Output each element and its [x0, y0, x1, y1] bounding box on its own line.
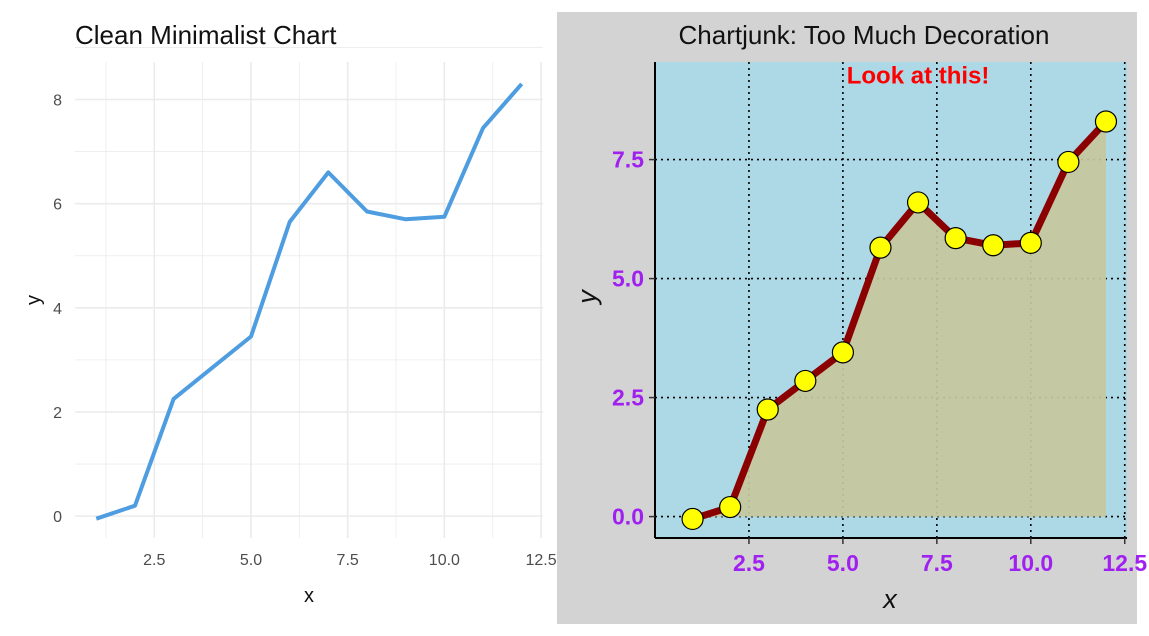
clean-x-tick-label: 12.5 [525, 552, 556, 569]
chartjunk-y-tick-label: 0.0 [612, 504, 644, 530]
chartjunk-series-line [689, 118, 1110, 523]
chartjunk-chart: Chartjunk: Too Much Decoration 2.5 5.0 7.5… [557, 12, 1147, 624]
chartjunk-chart-title: Chartjunk: Too Much Decoration [679, 20, 1050, 50]
clean-chart-series [95, 82, 524, 521]
clean-chart: Clean Minimalist Chart 2.5 5.0 7.5 10.0 12.5… [23, 20, 557, 607]
chartjunk-axis-lines [649, 62, 1127, 544]
clean-chart-grid [75, 47, 543, 538]
clean-chart-x-axis-label: x [304, 585, 314, 607]
chartjunk-y-tick-label: 5.0 [612, 266, 644, 292]
chartjunk-x-tick-label: 10.0 [1008, 550, 1053, 576]
chartjunk-chart-points [681, 110, 1118, 531]
clean-chart-y-tick-labels: 0 2 4 6 8 [53, 92, 62, 526]
chartjunk-chart-series [689, 118, 1110, 523]
chartjunk-data-point [869, 236, 892, 259]
clean-chart-y-axis-label: y [23, 295, 45, 305]
chartjunk-y-axis-label: y [572, 289, 602, 306]
clean-x-tick-label: 7.5 [337, 552, 359, 569]
chartjunk-x-axis-label: x [881, 584, 898, 614]
clean-y-tick-label: 4 [53, 301, 62, 318]
chartjunk-x-tick-label: 2.5 [733, 550, 765, 576]
chartjunk-data-point [831, 341, 854, 364]
clean-y-tick-label: 2 [53, 405, 62, 422]
chartjunk-x-tick-label: 7.5 [921, 550, 953, 576]
clean-y-tick-label: 6 [53, 197, 62, 214]
clean-series-line [95, 82, 524, 521]
clean-chart-x-tick-labels: 2.5 5.0 7.5 10.0 12.5 [143, 552, 557, 569]
clean-x-tick-label: 10.0 [429, 552, 460, 569]
chartjunk-data-point [1094, 110, 1118, 133]
chartjunk-data-point [906, 191, 930, 214]
chartjunk-data-point [794, 369, 817, 393]
chartjunk-y-tick-labels: 0.0 2.5 5.0 7.5 [612, 147, 644, 530]
clean-chart-title: Clean Minimalist Chart [75, 20, 337, 50]
chartjunk-x-tick-labels: 2.5 5.0 7.5 10.0 12.5 [733, 550, 1147, 576]
clean-y-tick-label: 0 [53, 509, 62, 526]
chartjunk-y-tick-label: 2.5 [612, 385, 644, 411]
chartjunk-data-point [1057, 150, 1080, 174]
chartjunk-data-point [719, 495, 742, 519]
chartjunk-x-tick-label: 12.5 [1102, 550, 1147, 576]
chartjunk-area-fill [692, 121, 1106, 519]
clean-x-tick-label: 5.0 [240, 552, 262, 569]
chartjunk-annotation: Look at this! [847, 62, 990, 89]
chartjunk-data-point [944, 227, 967, 250]
chartjunk-data-point [982, 234, 1005, 257]
clean-x-tick-label: 2.5 [143, 552, 165, 569]
chartjunk-x-tick-label: 5.0 [827, 550, 859, 576]
chartjunk-data-point [681, 507, 704, 531]
chartjunk-data-point [1019, 231, 1042, 254]
chartjunk-y-tick-label: 7.5 [612, 147, 644, 173]
clean-y-tick-label: 8 [53, 92, 62, 109]
chartjunk-data-point [756, 398, 779, 421]
chartjunk-area [692, 121, 1106, 519]
